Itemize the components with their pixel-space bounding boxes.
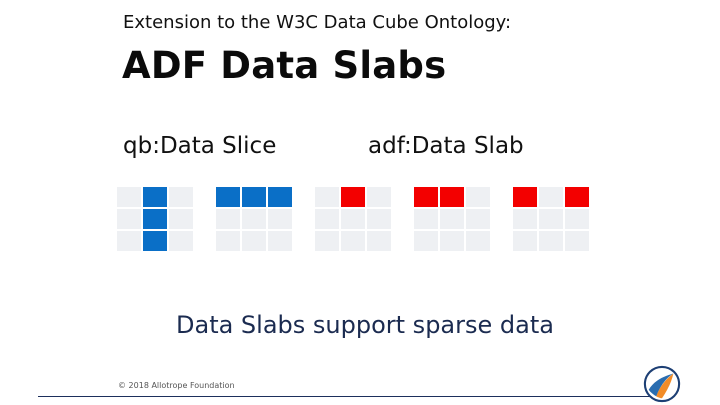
- grid-cell: [315, 187, 339, 207]
- grid-cell: [169, 187, 193, 207]
- grid-slab-single: [315, 187, 391, 251]
- grid-cell: [169, 231, 193, 251]
- grid-cell: [216, 231, 240, 251]
- grid-cell-highlighted: [143, 209, 167, 229]
- grid-cell: [539, 209, 563, 229]
- grid-cell: [169, 209, 193, 229]
- grid-cell: [565, 209, 589, 229]
- grid-cell-highlighted: [242, 187, 266, 207]
- grid-cell: [414, 231, 438, 251]
- data-slice-label: qb:Data Slice: [123, 133, 277, 159]
- grid-cell-highlighted: [414, 187, 438, 207]
- grid-cell: [440, 209, 464, 229]
- grid-cell: [440, 231, 464, 251]
- grid-cell: [367, 187, 391, 207]
- grid-cell: [466, 187, 490, 207]
- grid-cell-highlighted: [513, 187, 537, 207]
- slide-tagline: Data Slabs support sparse data: [176, 311, 554, 339]
- grid-cell-highlighted: [143, 231, 167, 251]
- slide-title: ADF Data Slabs: [122, 44, 447, 87]
- grid-slice-column: [117, 187, 193, 251]
- grid-cell: [367, 209, 391, 229]
- grid-cell: [513, 209, 537, 229]
- grid-cell: [315, 209, 339, 229]
- grid-cell: [513, 231, 537, 251]
- grid-cell: [466, 209, 490, 229]
- grid-cell: [341, 209, 365, 229]
- slide-subtitle: Extension to the W3C Data Cube Ontology:: [123, 12, 512, 33]
- footer-copyright: © 2018 Allotrope Foundation: [118, 381, 235, 390]
- grid-cell: [341, 231, 365, 251]
- grid-cell: [117, 187, 141, 207]
- grid-cell: [117, 231, 141, 251]
- grid-cell: [539, 187, 563, 207]
- footer-divider: [38, 396, 650, 397]
- grid-cell: [539, 231, 563, 251]
- grid-cell-highlighted: [440, 187, 464, 207]
- grid-slice-row: [216, 187, 292, 251]
- allotrope-logo-icon: [643, 365, 681, 403]
- grid-cell-highlighted: [268, 187, 292, 207]
- grid-cell: [367, 231, 391, 251]
- grid-cell: [216, 209, 240, 229]
- grid-cell: [268, 231, 292, 251]
- grid-cell: [414, 209, 438, 229]
- grid-cell: [242, 231, 266, 251]
- data-slab-label: adf:Data Slab: [368, 133, 524, 159]
- grid-cell: [268, 209, 292, 229]
- grid-cell-highlighted: [143, 187, 167, 207]
- grid-slab-sparse: [513, 187, 589, 251]
- grid-cell: [466, 231, 490, 251]
- grid-cell: [315, 231, 339, 251]
- grid-cell-highlighted: [565, 187, 589, 207]
- grid-cell: [117, 209, 141, 229]
- grid-cell: [242, 209, 266, 229]
- grid-cell-highlighted: [216, 187, 240, 207]
- grid-cell-highlighted: [341, 187, 365, 207]
- grid-cell: [565, 231, 589, 251]
- grid-slab-pair: [414, 187, 490, 251]
